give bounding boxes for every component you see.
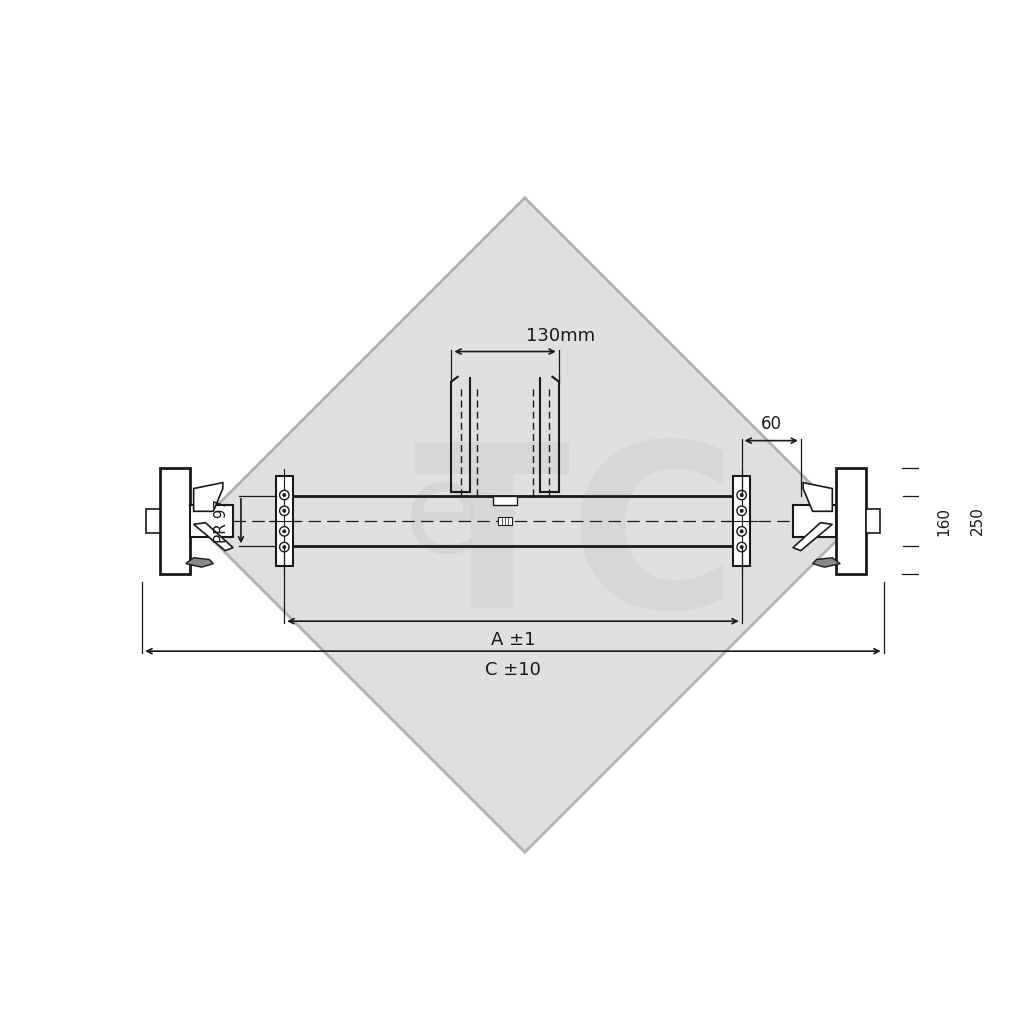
Text: 160: 160 (936, 507, 951, 536)
Polygon shape (194, 482, 223, 511)
Circle shape (740, 546, 743, 549)
Text: C ±10: C ±10 (485, 662, 541, 679)
Circle shape (280, 506, 289, 515)
Text: PR 97: PR 97 (214, 499, 229, 543)
Bar (498, 517, 512, 525)
Circle shape (283, 546, 286, 549)
Polygon shape (198, 198, 852, 852)
Circle shape (737, 490, 746, 500)
Circle shape (280, 490, 289, 500)
Circle shape (280, 543, 289, 552)
Bar (275, 476, 293, 566)
Circle shape (283, 494, 286, 497)
Bar (837, 468, 866, 574)
Circle shape (280, 526, 289, 536)
Text: A ±1: A ±1 (490, 632, 536, 649)
Circle shape (740, 494, 743, 497)
Polygon shape (793, 522, 833, 551)
Circle shape (737, 526, 746, 536)
Bar (145, 509, 160, 532)
Circle shape (737, 543, 746, 552)
Bar (189, 505, 233, 538)
Polygon shape (194, 522, 233, 551)
Polygon shape (803, 482, 833, 511)
Text: 60: 60 (761, 415, 781, 433)
Circle shape (740, 509, 743, 512)
Bar (793, 505, 837, 538)
Circle shape (283, 509, 286, 512)
Polygon shape (813, 558, 840, 567)
Bar (160, 468, 189, 574)
Text: 250: 250 (970, 507, 984, 536)
Text: TC: TC (414, 434, 738, 655)
Text: 130mm: 130mm (525, 328, 595, 345)
Bar (733, 476, 751, 566)
Text: e: e (403, 457, 480, 578)
Polygon shape (185, 558, 213, 567)
Circle shape (740, 529, 743, 532)
Bar (494, 496, 517, 505)
Circle shape (283, 529, 286, 532)
Circle shape (737, 506, 746, 515)
Bar (866, 509, 881, 532)
